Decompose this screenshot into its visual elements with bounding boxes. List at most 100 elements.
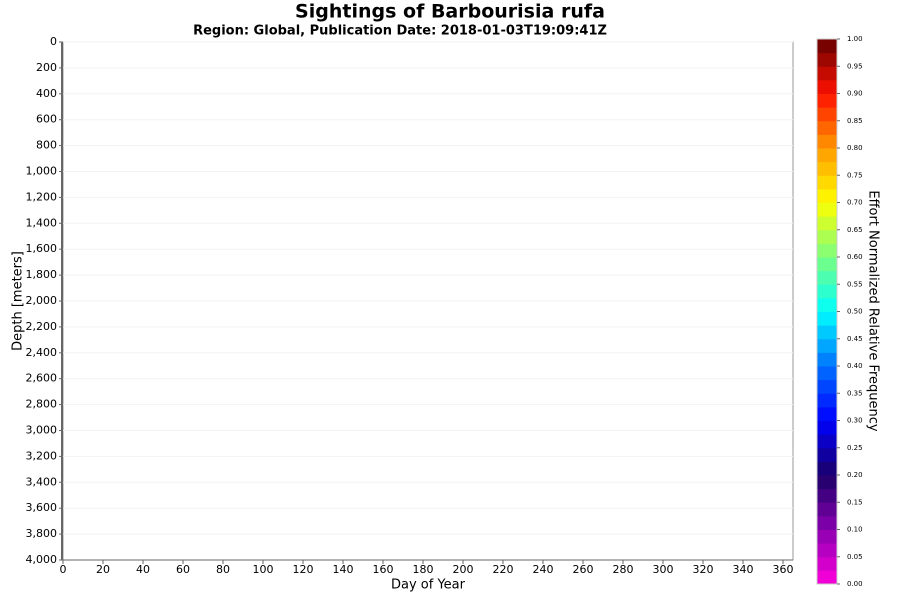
x-tick-label: 160 — [373, 563, 394, 576]
colorbar-tick-label: 0.85 — [847, 117, 863, 125]
y-tick-label: 200 — [36, 61, 57, 74]
colorbar-tick-label: 0.50 — [847, 308, 863, 316]
x-tick-label: 200 — [453, 563, 474, 576]
colorbar-step — [817, 461, 837, 476]
y-tick-label: 400 — [36, 87, 57, 100]
colorbar-tick-label: 0.35 — [847, 389, 863, 397]
colorbar-tick-label: 1.00 — [847, 35, 863, 43]
y-tick-label: 2,000 — [26, 294, 58, 307]
colorbar-tick-label: 0.60 — [847, 253, 863, 261]
colorbar-tick-label: 0.20 — [847, 471, 863, 479]
x-tick-label: 300 — [653, 563, 674, 576]
colorbar-tick-label: 0.15 — [847, 498, 863, 506]
x-tick-label: 40 — [136, 563, 150, 576]
x-tick-label: 360 — [773, 563, 794, 576]
colorbar-tick-label: 0.10 — [847, 526, 863, 534]
y-tick-label: 3,400 — [26, 475, 58, 488]
x-tick-label: 340 — [733, 563, 754, 576]
colorbar-step — [817, 93, 837, 108]
x-tick-label: 60 — [176, 563, 190, 576]
colorbar-tick-label: 0.90 — [847, 90, 863, 98]
colorbar-step — [817, 216, 837, 231]
colorbar-step — [817, 420, 837, 435]
y-tick-label: 2,600 — [26, 372, 58, 385]
colorbar-step — [817, 543, 837, 558]
x-tick-label: 20 — [96, 563, 110, 576]
colorbar-step — [817, 529, 837, 544]
y-tick-label: 1,200 — [26, 190, 58, 203]
y-tick-label: 1,800 — [26, 268, 58, 281]
colorbar-step — [817, 107, 837, 122]
chart-subtitle: Region: Global, Publication Date: 2018-0… — [193, 24, 607, 39]
colorbar-step — [817, 325, 837, 340]
colorbar-step — [817, 39, 837, 54]
colorbar-step — [817, 475, 837, 490]
x-tick-label: 260 — [573, 563, 594, 576]
colorbar-step — [817, 257, 837, 272]
y-axis-label: Depth [meters] — [11, 251, 26, 351]
colorbar-step — [817, 338, 837, 353]
colorbar-tick-label: 0.55 — [847, 280, 863, 288]
x-tick-label: 120 — [293, 563, 314, 576]
y-tick-label: 1,000 — [26, 165, 58, 178]
colorbar-step — [817, 284, 837, 299]
y-tick-label: 3,800 — [26, 527, 58, 540]
colorbar-step — [817, 570, 837, 585]
colorbar-step — [817, 556, 837, 571]
x-axis-label: Day of Year — [391, 578, 466, 593]
y-tick-label: 1,600 — [26, 242, 58, 255]
x-tick-label: 140 — [333, 563, 354, 576]
colorbar-tick-label: 0.25 — [847, 444, 863, 452]
colorbar-step — [817, 202, 837, 217]
y-tick-label: 0 — [50, 35, 57, 48]
colorbar-step — [817, 229, 837, 244]
colorbar-tick-label: 0.30 — [847, 417, 863, 425]
colorbar-step — [817, 66, 837, 81]
colorbar-label: Effort Normalized Relative Frequency — [866, 190, 881, 432]
colorbar-step — [817, 270, 837, 285]
colorbar-step — [817, 366, 837, 381]
colorbar-step — [817, 393, 837, 408]
chart-title: Sightings of Barbourisia rufa — [295, 1, 605, 23]
x-tick-label: 0 — [60, 563, 67, 576]
y-tick-label: 2,800 — [26, 398, 58, 411]
y-tick-label: 2,400 — [26, 346, 58, 359]
x-tick-label: 180 — [413, 563, 434, 576]
colorbar-tick-label: 0.65 — [847, 226, 863, 234]
colorbar-step — [817, 352, 837, 367]
colorbar-tick-label: 0.05 — [847, 553, 863, 561]
y-tick-label: 800 — [36, 139, 57, 152]
y-tick-label: 3,000 — [26, 424, 58, 437]
y-tick-label: 3,600 — [26, 501, 58, 514]
colorbar-step — [817, 515, 837, 530]
colorbar-step — [817, 188, 837, 203]
colorbar-tick-label: 0.75 — [847, 171, 863, 179]
x-tick-label: 320 — [693, 563, 714, 576]
colorbar-step — [817, 311, 837, 326]
x-tick-label: 240 — [533, 563, 554, 576]
colorbar-step — [817, 148, 837, 163]
colorbar-step — [817, 52, 837, 67]
colorbar-step — [817, 161, 837, 176]
x-tick-label: 100 — [253, 563, 274, 576]
y-tick-label: 1,400 — [26, 216, 58, 229]
colorbar-tick-label: 0.40 — [847, 362, 863, 370]
colorbar-tick-label: 0.00 — [847, 580, 863, 588]
colorbar-step — [817, 379, 837, 394]
colorbar-step — [817, 502, 837, 517]
colorbar-tick-label: 0.95 — [847, 62, 863, 70]
colorbar-step — [817, 134, 837, 149]
colorbar-step — [817, 488, 837, 503]
x-tick-label: 220 — [493, 563, 514, 576]
colorbar-step — [817, 243, 837, 258]
x-tick-label: 280 — [613, 563, 634, 576]
x-tick-label: 80 — [216, 563, 230, 576]
colorbar-step — [817, 447, 837, 462]
colorbar-tick-label: 0.45 — [847, 335, 863, 343]
colorbar-tick-label: 0.80 — [847, 144, 863, 152]
colorbar-step — [817, 406, 837, 421]
y-tick-label: 3,200 — [26, 449, 58, 462]
colorbar-step — [817, 120, 837, 135]
colorbar-step — [817, 79, 837, 94]
